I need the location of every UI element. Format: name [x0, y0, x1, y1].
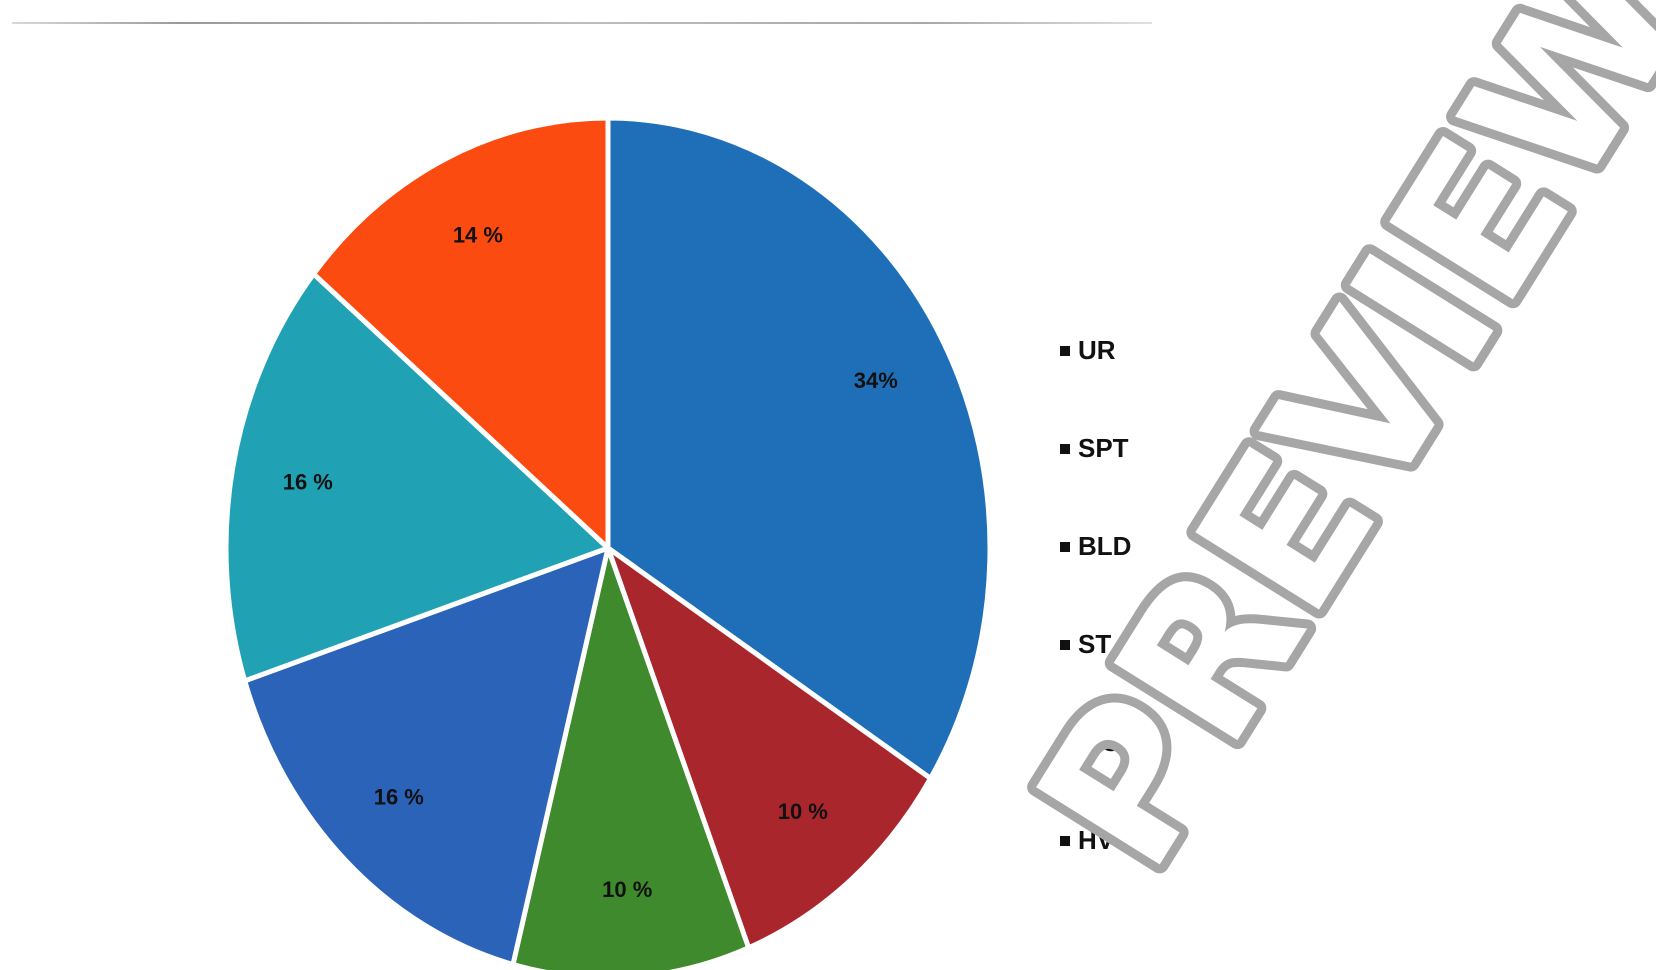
legend-label: ST — [1078, 629, 1111, 659]
data-label-bld: 10 % — [602, 877, 652, 902]
pie-slice-spt — [605, 545, 934, 951]
legend-item-hvs: HVS — [1060, 825, 1131, 855]
legend-label: BLD — [1078, 531, 1131, 561]
pie-slice-bld — [510, 545, 752, 970]
legend-marker — [1060, 346, 1070, 356]
data-label-spt: 10 % — [778, 799, 828, 824]
legend-label: WS — [1078, 727, 1120, 757]
legend-item-ur: UR — [1060, 335, 1116, 365]
legend-item-ws: WS — [1060, 727, 1120, 757]
legend-label: SPT — [1078, 433, 1129, 463]
legend: UR SPT BLD ST WS HVS — [1060, 335, 1131, 855]
legend-marker — [1060, 542, 1070, 552]
legend-marker — [1060, 640, 1070, 650]
legend-label: HVS — [1078, 825, 1131, 855]
legend-item-bld: BLD — [1060, 531, 1131, 561]
pie-slices — [223, 115, 993, 970]
data-label-hvs: 14 % — [453, 223, 503, 248]
top-rule-line — [12, 22, 1152, 24]
pie-slice-st — [242, 545, 611, 967]
data-label-st: 16 % — [374, 785, 424, 810]
legend-item-spt: SPT — [1060, 433, 1129, 463]
legend-label: UR — [1078, 335, 1116, 365]
legend-marker — [1060, 444, 1070, 454]
legend-item-st: ST — [1060, 629, 1111, 659]
data-label-ur: 34% — [854, 368, 898, 393]
legend-marker — [1060, 738, 1070, 748]
pie-data-labels: 34% 10 % 10 % 16 % 16 % 14 % — [283, 223, 898, 903]
legend-marker — [1060, 836, 1070, 846]
pie-slice-hvs — [311, 115, 611, 551]
data-label-ws: 16 % — [283, 469, 333, 494]
pie-slice-ws — [223, 271, 611, 684]
